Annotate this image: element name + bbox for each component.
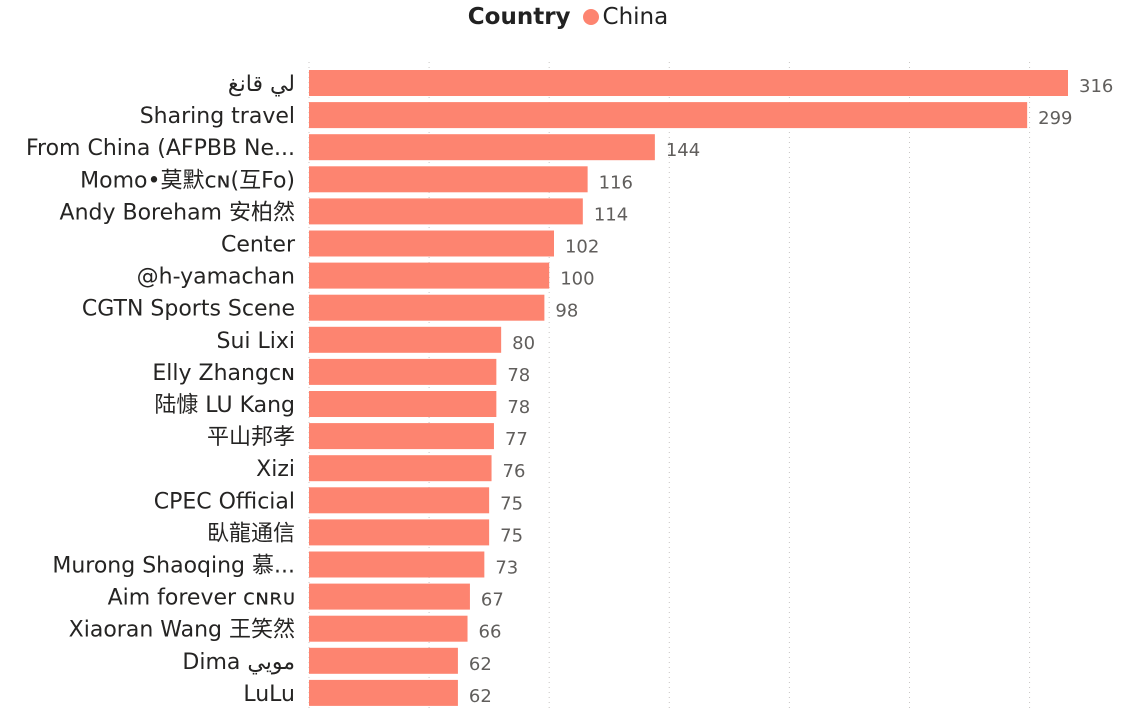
- bar[interactable]: [309, 647, 458, 674]
- category-label: Center: [221, 233, 296, 258]
- value-label: 114: [594, 204, 628, 225]
- value-label: 67: [481, 590, 504, 611]
- category-label: Xizi: [256, 457, 295, 482]
- category-label: لي قانغ: [228, 72, 295, 97]
- bar[interactable]: [309, 198, 583, 225]
- bar[interactable]: [309, 262, 550, 289]
- value-label: 75: [500, 525, 523, 546]
- bar[interactable]: [309, 615, 468, 642]
- category-label: Sui Lixi: [216, 329, 295, 354]
- value-label: 73: [495, 558, 518, 579]
- bar[interactable]: [309, 294, 545, 321]
- category-label: @h-yamachan: [137, 265, 295, 290]
- legend-series-label: China: [602, 4, 669, 30]
- bar[interactable]: [309, 166, 588, 193]
- category-label: CGTN Sports Scene: [82, 297, 295, 322]
- bar[interactable]: [309, 70, 1068, 96]
- bar[interactable]: [309, 423, 494, 450]
- value-label: 62: [469, 686, 492, 707]
- value-label: 75: [500, 493, 523, 514]
- category-label: 平山邦孝: [207, 425, 295, 450]
- bar[interactable]: [309, 551, 485, 578]
- category-label: 臥龍通信: [207, 521, 295, 546]
- value-label: 78: [507, 365, 530, 386]
- value-labels: 316 299 144 116 114 102 100 98 80 78 78 77 76 75 75 73 6…: [469, 76, 1113, 707]
- legend-swatch-icon: [582, 9, 599, 25]
- value-label: 102: [565, 237, 599, 258]
- category-label: CPEC Official: [154, 489, 295, 514]
- bar[interactable]: [309, 230, 554, 257]
- category-label: 陆慷 LU Kang: [154, 393, 295, 418]
- bar[interactable]: [309, 487, 490, 514]
- value-label: 116: [599, 172, 633, 193]
- value-label: 76: [503, 461, 526, 482]
- bar[interactable]: [309, 679, 458, 706]
- bar[interactable]: [309, 455, 492, 482]
- category-label: Aim forever ᴄɴʀᴜ: [108, 586, 295, 611]
- value-label: 77: [505, 429, 528, 450]
- bar[interactable]: [309, 519, 490, 546]
- legend-title: Country: [467, 4, 571, 30]
- bars: [309, 70, 1068, 706]
- legend: Country China: [0, 4, 1136, 30]
- category-label: Andy Boreham 安柏然: [60, 200, 295, 225]
- value-label: 78: [507, 397, 530, 418]
- value-label: 299: [1038, 108, 1072, 129]
- category-label: LuLu: [243, 682, 295, 707]
- category-label: From China (AFPBB Ne...: [26, 136, 295, 161]
- value-label: 316: [1079, 76, 1113, 97]
- value-label: 100: [560, 269, 594, 290]
- bar[interactable]: [309, 358, 497, 385]
- bar[interactable]: [309, 134, 655, 161]
- value-label: 144: [666, 140, 700, 161]
- category-label: Elly Zhangᴄɴ: [152, 361, 295, 386]
- value-label: 98: [555, 301, 578, 322]
- value-label: 66: [479, 622, 502, 643]
- bar[interactable]: [309, 583, 470, 610]
- bar[interactable]: [309, 391, 497, 417]
- category-labels: لي قانغ Sharing travel From China (AFPBB N…: [26, 72, 296, 707]
- category-label: Murong Shaoqing 慕...: [52, 554, 295, 579]
- value-label: 80: [512, 333, 535, 354]
- category-label: Sharing travel: [140, 104, 295, 129]
- bar[interactable]: [309, 102, 1028, 129]
- bar[interactable]: [309, 326, 502, 353]
- value-label: 62: [469, 654, 492, 675]
- category-label: Momo•莫默ᴄɴ(互Fo): [80, 168, 295, 193]
- category-label: Xiaoran Wang 王笑然: [69, 618, 295, 643]
- category-label: Dima مويي: [182, 650, 295, 675]
